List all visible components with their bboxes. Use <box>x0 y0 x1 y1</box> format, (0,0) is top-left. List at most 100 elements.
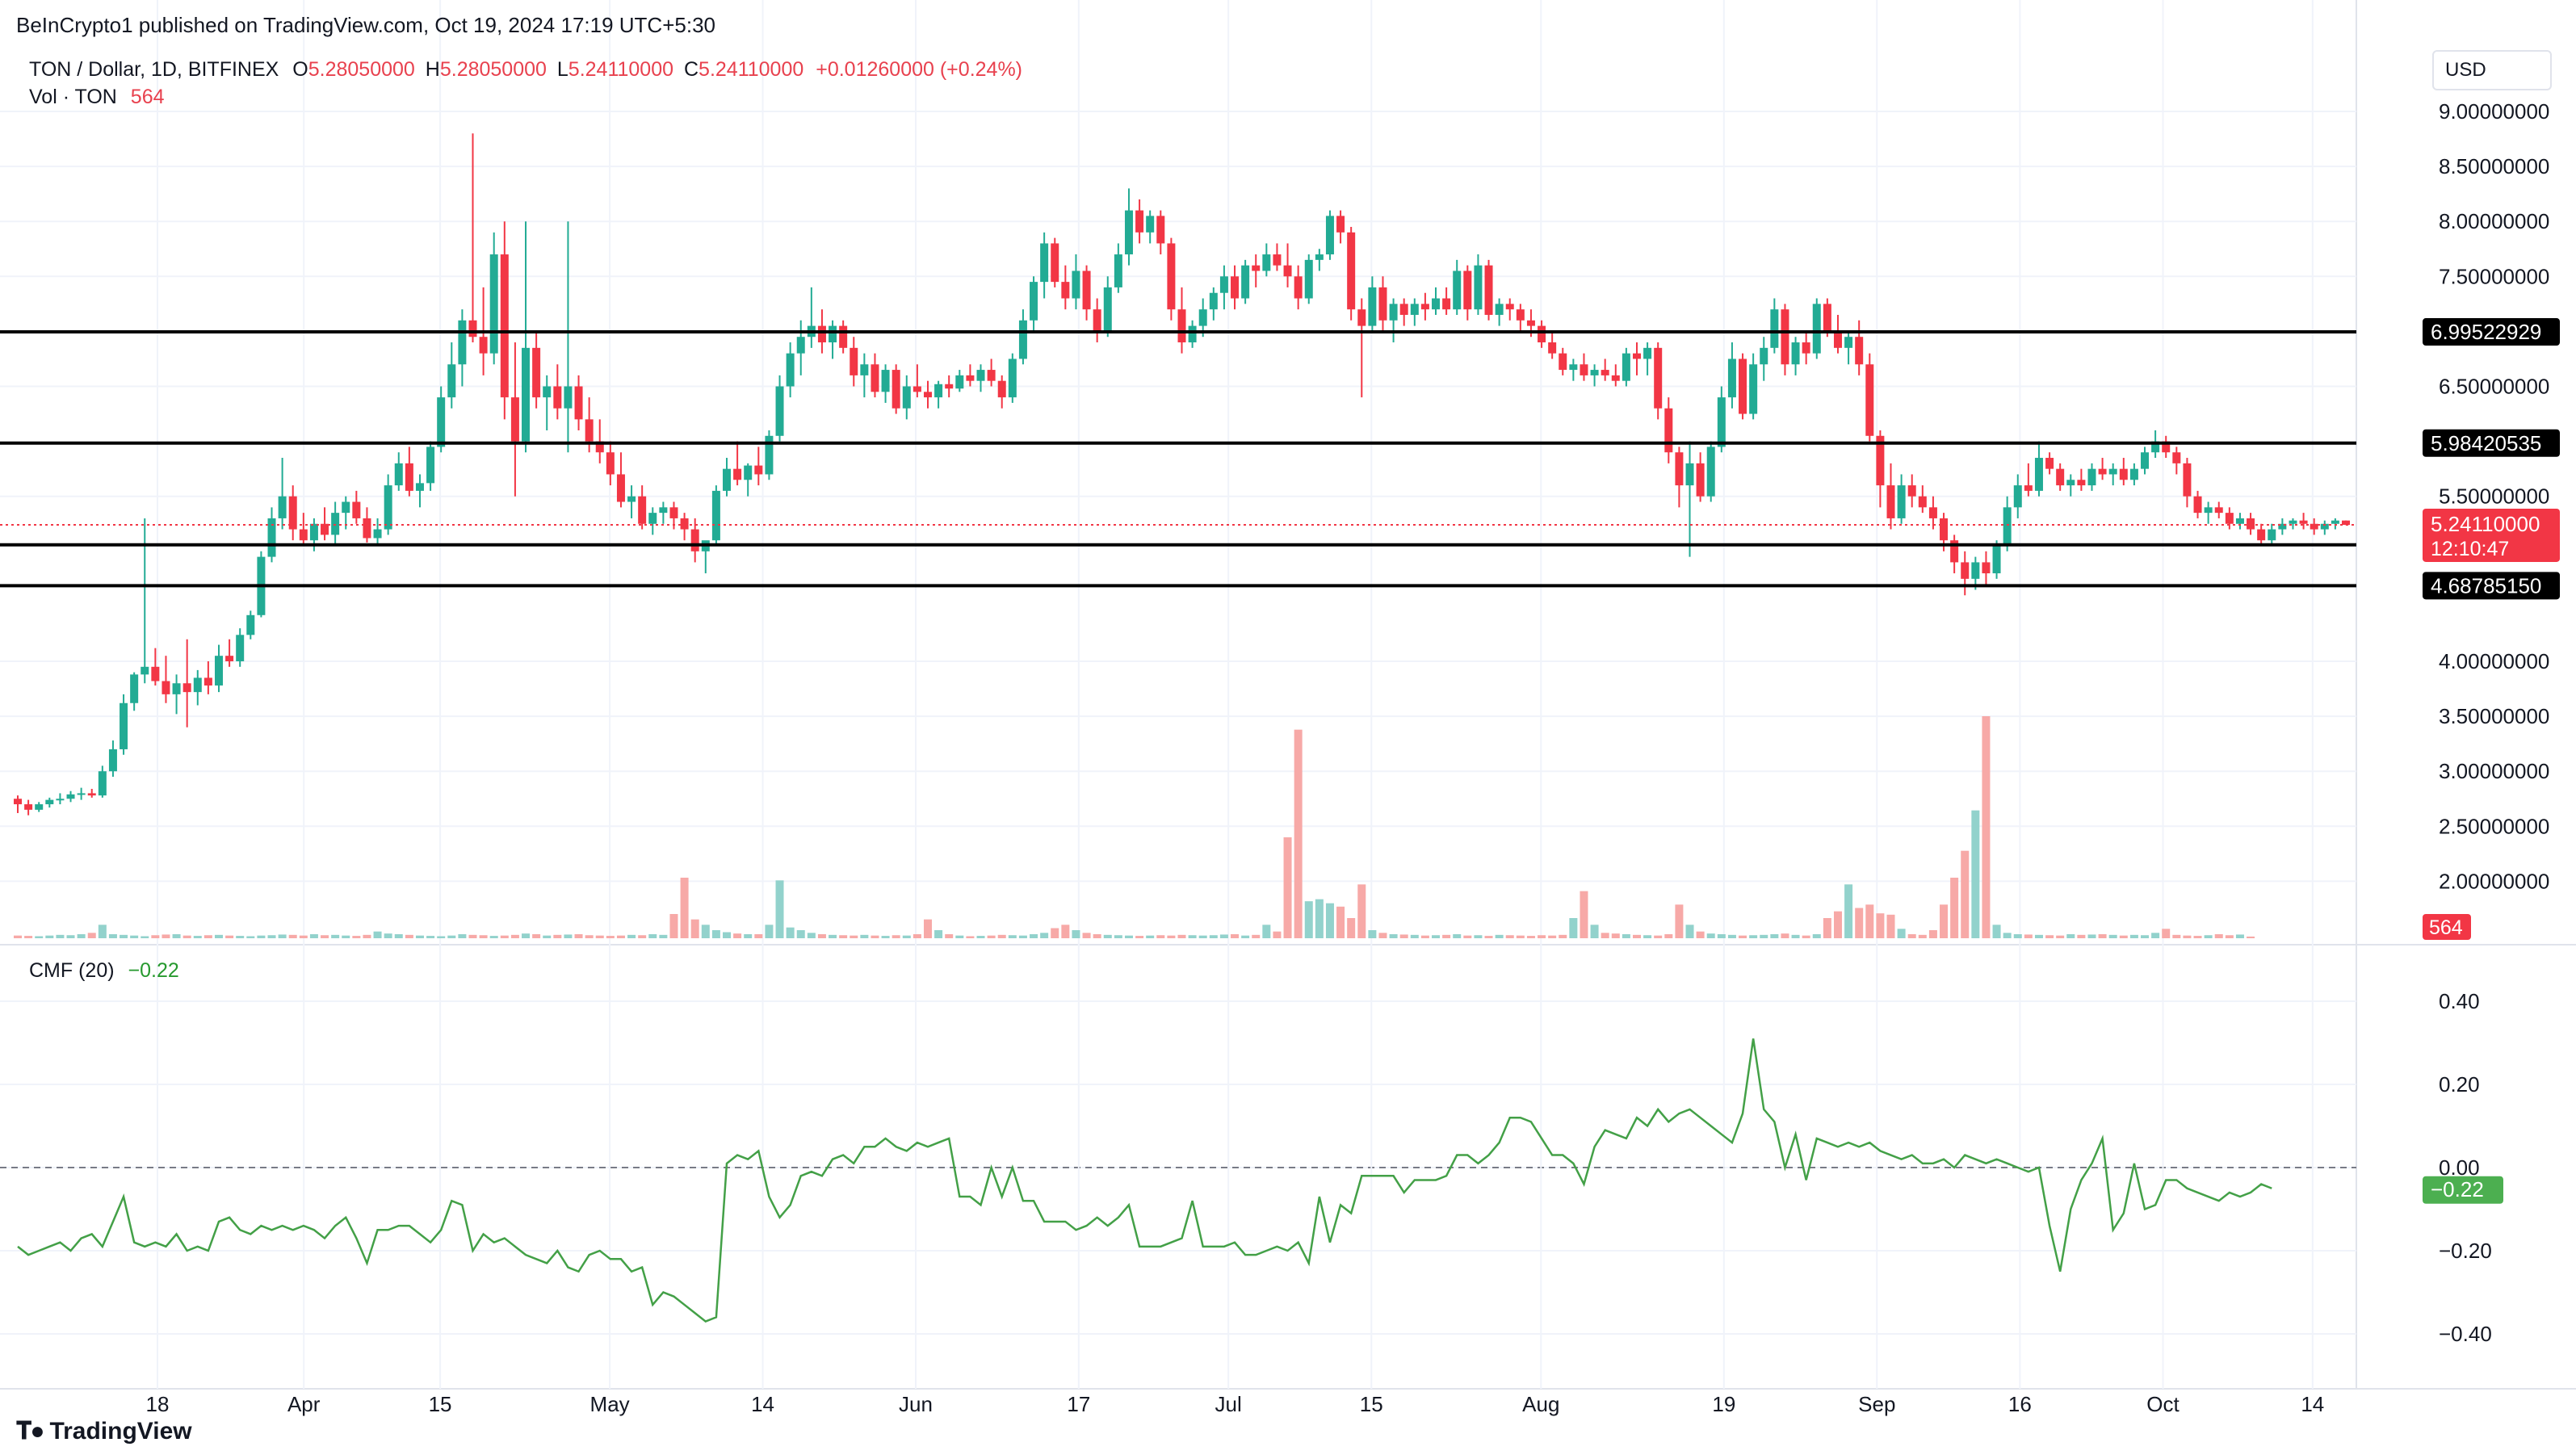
candle-body <box>14 799 22 805</box>
candle-body <box>1252 265 1261 271</box>
candle-body <box>1717 397 1726 447</box>
level-label-bg <box>2423 572 2560 600</box>
candle-body <box>1474 265 1483 310</box>
volume-bar <box>1961 850 1970 938</box>
candle-body <box>1739 359 1747 414</box>
volume-bar <box>1262 925 1271 938</box>
candle-body <box>1538 325 1546 343</box>
candle-body <box>1611 375 1620 381</box>
volume-bar <box>2013 934 2022 938</box>
price-tick-label: 3.50000000 <box>2439 704 2549 728</box>
time-tick-label: Sep <box>1858 1392 1895 1416</box>
candle-body <box>162 681 170 694</box>
volume-bar <box>458 934 467 938</box>
volume-bar <box>817 934 826 938</box>
candle-body <box>1675 452 1684 486</box>
currency-button[interactable]: USD <box>2432 50 2552 90</box>
volume-bar <box>1855 908 1864 938</box>
candle-body <box>871 364 879 392</box>
volume-bar <box>690 919 699 938</box>
volume-bar <box>172 934 181 938</box>
candle-body <box>574 386 583 420</box>
candle-body <box>309 523 318 541</box>
candle-body <box>1992 545 2001 574</box>
candle-body <box>1442 298 1451 310</box>
candle-body <box>2278 523 2287 530</box>
candle-body <box>2183 463 2192 497</box>
candle-body <box>24 804 33 810</box>
candle-body <box>2172 452 2181 463</box>
candle-body <box>1241 265 1250 299</box>
candle-body <box>1526 320 1535 326</box>
candle-body <box>1453 270 1462 310</box>
candle-body <box>585 419 594 442</box>
volume-bar <box>1420 935 1429 938</box>
candle-body <box>321 523 329 535</box>
volume-bar <box>1992 925 2001 938</box>
volume-bar <box>1940 904 1949 938</box>
candle-body <box>2098 468 2107 475</box>
price-tick-label: 5.50000000 <box>2439 484 2549 509</box>
candle-body <box>1093 309 1101 332</box>
volume-bar <box>1103 934 1112 938</box>
level-label-bg <box>2423 429 2560 457</box>
candle-body <box>151 666 160 681</box>
tradingview-branding[interactable]: 𝐓● TradingView <box>16 1418 192 1445</box>
volume-bar <box>871 935 879 938</box>
volume-bar <box>24 936 33 938</box>
candle-body <box>1664 408 1673 453</box>
candle-body <box>1696 463 1705 497</box>
candle-body <box>1283 265 1292 277</box>
candle-body <box>352 501 361 518</box>
volume-bar <box>2098 934 2107 938</box>
candle-body <box>606 452 615 475</box>
candle-body <box>1410 304 1419 315</box>
volume-bar <box>1928 930 1937 938</box>
volume-bar <box>1093 934 1101 938</box>
volume-bar <box>331 934 340 938</box>
volume-bar <box>437 936 446 938</box>
time-tick-label: Oct <box>2146 1392 2180 1416</box>
open-label: O <box>292 58 308 81</box>
candle-body <box>225 656 234 661</box>
candle-body <box>1654 347 1663 409</box>
volume-bar <box>839 935 848 938</box>
candle-body <box>1420 304 1429 310</box>
candle-body <box>2247 518 2255 530</box>
volume-bar <box>2045 935 2054 938</box>
candle-body <box>1209 292 1218 310</box>
candle-body <box>2289 520 2297 524</box>
volume-bar <box>1156 935 1165 938</box>
candle-body <box>2129 468 2138 480</box>
low-label: L <box>556 58 568 81</box>
volume-bar <box>66 935 75 938</box>
volume-bar <box>1061 925 1070 938</box>
volume-bar <box>606 936 615 938</box>
volume-bar <box>87 933 96 938</box>
candle-body <box>2331 520 2339 524</box>
low-value: 5.24110000 <box>568 58 674 81</box>
volume-bar <box>659 934 668 938</box>
volume-bar <box>860 934 869 938</box>
candle-body <box>236 635 245 661</box>
candle-body <box>1484 265 1493 315</box>
volume-bar <box>701 925 710 938</box>
candle-body <box>1812 304 1821 354</box>
volume-bar <box>426 936 435 938</box>
candle-body <box>363 518 371 539</box>
volume-bar <box>342 935 350 938</box>
candle-body <box>2077 480 2086 486</box>
time-tick-label: 19 <box>1712 1392 1735 1416</box>
symbol-title: TON / Dollar, 1D, BITFINEX <box>29 58 279 81</box>
volume-bar <box>680 878 689 938</box>
volume-bar <box>1812 934 1821 938</box>
candle-body <box>829 325 837 343</box>
volume-bar <box>352 936 361 938</box>
volume-bar <box>1273 931 1282 938</box>
volume-bar <box>1622 934 1630 938</box>
volume-bar <box>1357 884 1366 938</box>
volume-bar <box>1601 933 1609 938</box>
volume-bar <box>754 934 763 938</box>
volume-bar <box>299 935 308 938</box>
